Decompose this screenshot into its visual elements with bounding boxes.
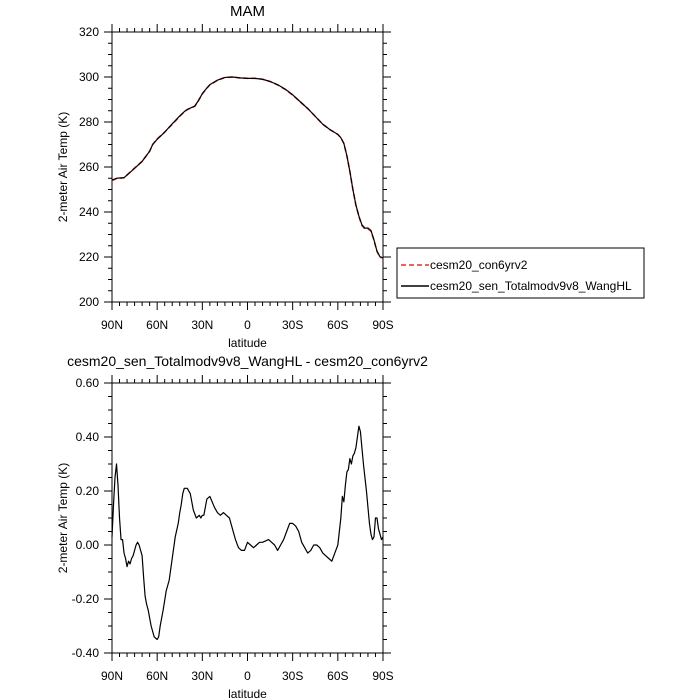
chart0-x-tick-label: 30S	[282, 318, 303, 332]
legend-box	[396, 247, 645, 299]
chart0-y-tick-label: 280	[79, 115, 99, 129]
chart0-y-tick-label: 300	[79, 70, 99, 84]
chart1-title: cesm20_sen_Totalmodv9v8_WangHL - cesm20_…	[67, 353, 428, 369]
chart1-x-tick-label: 60S	[327, 669, 348, 683]
chart1-y-tick-label: 0.60	[76, 376, 100, 390]
chart1-x-tick-label: 90N	[101, 669, 123, 683]
chart1-y-tick-label: -0.40	[72, 646, 100, 660]
chart0-x-axis-label: latitude	[228, 336, 267, 350]
chart0-x-tick-label: 30N	[191, 318, 213, 332]
chart1-frame	[111, 382, 384, 654]
chart0-x-tick-label: 0	[244, 318, 251, 332]
legend: cesm20_con6yrv2 cesm20_sen_Totalmodv9v8_W…	[396, 247, 645, 299]
chart1-x-tick-label: 0	[244, 669, 251, 683]
chart0-x-tick-label: 60N	[146, 318, 168, 332]
chart1-x-tick-label: 30S	[282, 669, 303, 683]
chart0-y-tick-label: 320	[79, 25, 99, 39]
chart0-y-tick-label: 220	[79, 250, 99, 264]
chart0-series-line-0	[111, 76, 384, 259]
bottom-panel: cesm20_sen_Totalmodv9v8_WangHL - cesm20_…	[56, 353, 428, 700]
chart0-x-tick-label: 60S	[327, 318, 348, 332]
chart0-x-tick-label: 90S	[372, 318, 393, 332]
legend-label-0: cesm20_con6yrv2	[430, 258, 528, 272]
chart0-frame	[111, 31, 384, 303]
chart1-x-tick-label: 30N	[191, 669, 213, 683]
chart0-series-line-1	[111, 76, 384, 259]
chart0-y-tick-label: 240	[79, 205, 99, 219]
chart1-y-tick-label: -0.20	[72, 592, 100, 606]
legend-label-1: cesm20_sen_Totalmodv9v8_WangHL	[430, 279, 632, 293]
chart1-y-tick-label: 0.20	[76, 484, 100, 498]
chart1-x-tick-label: 60N	[146, 669, 168, 683]
chart1-x-axis-label: latitude	[228, 687, 267, 700]
chart1-y-axis-label: 2-meter Air Temp (K)	[56, 463, 70, 573]
chart0-y-axis-label: 2-meter Air Temp (K)	[56, 112, 70, 222]
chart1-y-tick-label: 0.00	[76, 538, 100, 552]
chart1-x-tick-label: 90S	[372, 669, 393, 683]
top-panel: MAM 90N 60N 30N 0 30S 60S 90S 200 220 240 260 280 300…	[56, 3, 394, 350]
chart0-y-tick-label: 260	[79, 160, 99, 174]
chart1-series-line-0	[111, 425, 384, 641]
chart0-title: MAM	[230, 3, 265, 20]
chart0-y-tick-label: 200	[79, 295, 99, 309]
chart1-y-tick-label: 0.40	[76, 430, 100, 444]
chart0-x-tick-label: 90N	[101, 318, 123, 332]
